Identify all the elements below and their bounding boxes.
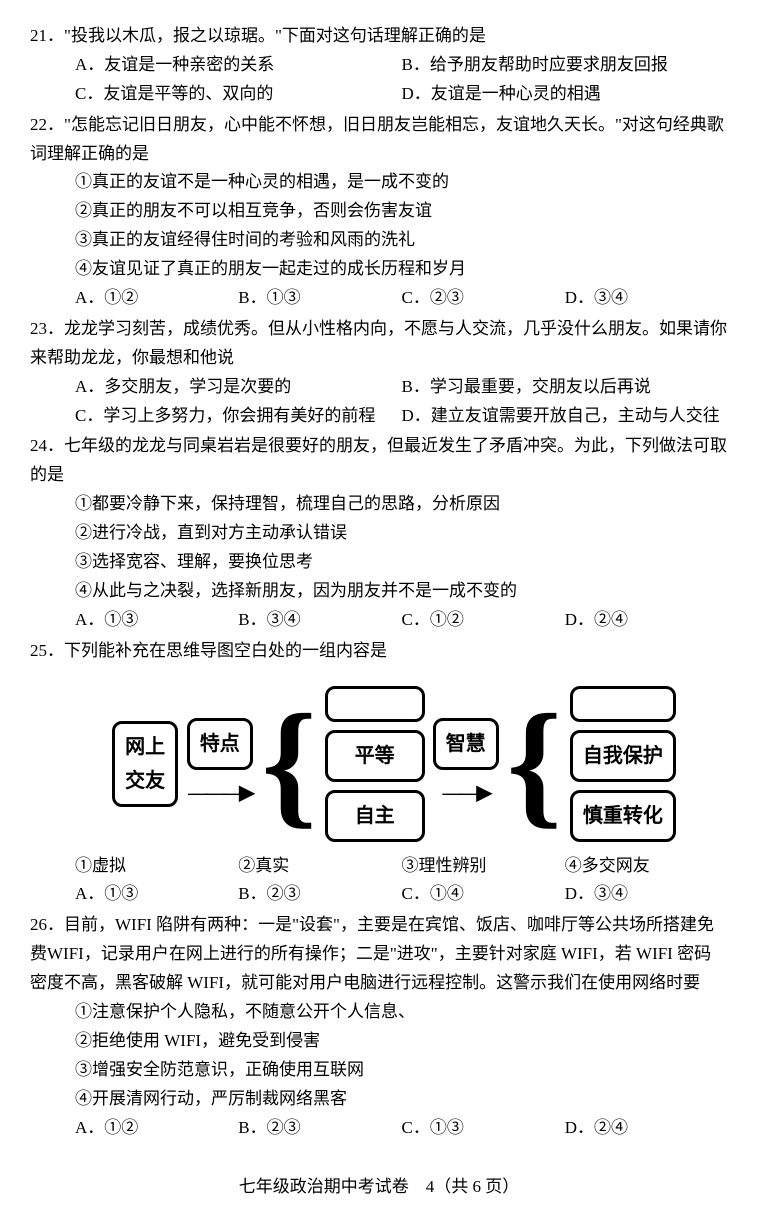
- q24-sub1: ①都要冷静下来，保持理智，梳理自己的思路，分析原因: [30, 490, 728, 519]
- page-footer: 七年级政治期中考试卷 4（共 6 页）: [30, 1173, 728, 1202]
- q22-text: "怎能忘记旧日朋友，心中能不怀想，旧日朋友岂能相忘，友谊地久天长。"对这句经典歌…: [30, 115, 724, 163]
- q26-C[interactable]: C．①③: [402, 1114, 565, 1143]
- q25-text: 下列能补充在思维导图空白处的一组内容是: [64, 641, 387, 660]
- bracket-right-icon: {: [507, 722, 562, 806]
- q25-sub1: ①虚拟: [75, 852, 238, 881]
- q24-D[interactable]: D．②④: [565, 606, 728, 635]
- q25-sub4: ④多交网友: [565, 852, 728, 881]
- q23-D[interactable]: D．建立友谊需要开放自己，主动与人交往: [402, 402, 729, 431]
- diagram-right-stack: 自我保护 慎重转化: [570, 686, 676, 842]
- arrow-icon: ———▶: [186, 776, 253, 810]
- q25-A[interactable]: A．①③: [75, 880, 238, 909]
- q26-sub3: ③增强安全防范意识，正确使用互联网: [30, 1056, 728, 1085]
- q26-stem: 26．目前，WIFI 陷阱有两种：一是"设套"，主要是在宾馆、饭店、咖啡厅等公共…: [30, 911, 728, 998]
- q24-B[interactable]: B．③④: [238, 606, 401, 635]
- q22-options: A．①② B．①③ C．②③ D．③④: [30, 284, 728, 313]
- q25-C[interactable]: C．①④: [402, 880, 565, 909]
- q26-sub2: ②拒绝使用 WIFI，避免受到侵害: [30, 1027, 728, 1056]
- diagram-mid2: 自主: [325, 790, 425, 842]
- q22-num: 22．: [30, 115, 64, 134]
- q25-diagram: 网上 交友 特点 ———▶ { 平等 自主 智慧 ——▶ { 自我保护 慎重转化: [60, 686, 728, 842]
- q24-C[interactable]: C．①②: [402, 606, 565, 635]
- q22-stem: 22．"怎能忘记旧日朋友，心中能不怀想，旧日朋友岂能相忘，友谊地久天长。"对这句…: [30, 111, 728, 169]
- diagram-arrow1-label: 特点: [187, 718, 253, 770]
- q26-sub1: ①注意保护个人隐私，不随意公开个人信息、: [30, 998, 728, 1027]
- diagram-arrow2-label: 智慧: [433, 718, 499, 770]
- diagram-arrow1-col: 特点 ———▶: [186, 718, 253, 810]
- q24-options: A．①③ B．③④ C．①② D．②④: [30, 606, 728, 635]
- q21-num: 21．: [30, 26, 64, 45]
- q24-A[interactable]: A．①③: [75, 606, 238, 635]
- diagram-right-blank: [570, 686, 676, 722]
- diagram-arrow2-col: 智慧 ——▶: [433, 718, 499, 810]
- q24-text: 七年级的龙龙与同桌岩岩是很要好的朋友，但最近发生了矛盾冲突。为此，下列做法可取的…: [30, 436, 727, 484]
- q22-D[interactable]: D．③④: [565, 284, 728, 313]
- q25-B[interactable]: B．②③: [238, 880, 401, 909]
- diagram-mid-blank: [325, 686, 425, 722]
- q25-num: 25．: [30, 641, 64, 660]
- q25-sub2: ②真实: [238, 852, 401, 881]
- q22-C[interactable]: C．②③: [402, 284, 565, 313]
- diagram-left-box: 网上 交友: [112, 721, 178, 807]
- q21-stem: 21．"投我以木瓜，报之以琼琚。"下面对这句话理解正确的是: [30, 22, 728, 51]
- q22-A[interactable]: A．①②: [75, 284, 238, 313]
- q23-B[interactable]: B．学习最重要，交朋友以后再说: [402, 373, 729, 402]
- q21-options: A．友谊是一种亲密的关系 B．给予朋友帮助时应要求朋友回报 C．友谊是平等的、双…: [30, 51, 728, 109]
- q26-options: A．①② B．②③ C．①③ D．②④: [30, 1114, 728, 1143]
- diagram-right2: 慎重转化: [570, 790, 676, 842]
- q22-sub2: ②真正的朋友不可以相互竞争，否则会伤害友谊: [30, 197, 728, 226]
- q21-D[interactable]: D．友谊是一种心灵的相遇: [402, 80, 729, 109]
- q23-A[interactable]: A．多交朋友，学习是次要的: [75, 373, 402, 402]
- q21-text: "投我以木瓜，报之以琼琚。"下面对这句话理解正确的是: [64, 26, 486, 45]
- bracket-left-icon: {: [262, 722, 317, 806]
- q23-C[interactable]: C．学习上多努力，你会拥有美好的前程: [75, 402, 402, 431]
- q22-sub4: ④友谊见证了真正的朋友一起走过的成长历程和岁月: [30, 255, 728, 284]
- q25-sub3: ③理性辨别: [402, 852, 565, 881]
- q23-options: A．多交朋友，学习是次要的 B．学习最重要，交朋友以后再说 C．学习上多努力，你…: [30, 373, 728, 431]
- q23-stem: 23．龙龙学习刻苦，成绩优秀。但从小性格内向，不愿与人交流，几乎没什么朋友。如果…: [30, 315, 728, 373]
- q24-stem: 24．七年级的龙龙与同桌岩岩是很要好的朋友，但最近发生了矛盾冲突。为此，下列做法…: [30, 432, 728, 490]
- q25-D[interactable]: D．③④: [565, 880, 728, 909]
- q24-sub4: ④从此与之决裂，选择新朋友，因为朋友并不是一成不变的: [30, 577, 728, 606]
- q23-text: 龙龙学习刻苦，成绩优秀。但从小性格内向，不愿与人交流，几乎没什么朋友。如果请你来…: [30, 319, 727, 367]
- q25-subs: ①虚拟 ②真实 ③理性辨别 ④多交网友: [30, 852, 728, 881]
- q24-sub2: ②进行冷战，直到对方主动承认错误: [30, 519, 728, 548]
- q26-D[interactable]: D．②④: [565, 1114, 728, 1143]
- q21-A[interactable]: A．友谊是一种亲密的关系: [75, 51, 402, 80]
- arrow-icon-2: ——▶: [440, 776, 490, 810]
- diagram-mid-stack: 平等 自主: [325, 686, 425, 842]
- q26-num: 26．: [30, 915, 64, 934]
- q25-options: A．①③ B．②③ C．①④ D．③④: [30, 880, 728, 909]
- q22-sub1: ①真正的友谊不是一种心灵的相遇，是一成不变的: [30, 168, 728, 197]
- q21-C[interactable]: C．友谊是平等的、双向的: [75, 80, 402, 109]
- q23-num: 23．: [30, 319, 64, 338]
- q26-sub4: ④开展清网行动，严厉制裁网络黑客: [30, 1085, 728, 1114]
- q21-B[interactable]: B．给予朋友帮助时应要求朋友回报: [402, 51, 729, 80]
- q24-sub3: ③选择宽容、理解，要换位思考: [30, 548, 728, 577]
- q25-stem: 25．下列能补充在思维导图空白处的一组内容是: [30, 637, 728, 666]
- q26-A[interactable]: A．①②: [75, 1114, 238, 1143]
- q22-sub3: ③真正的友谊经得住时间的考验和风雨的洗礼: [30, 226, 728, 255]
- q26-text: 目前，WIFI 陷阱有两种：一是"设套"，主要是在宾馆、饭店、咖啡厅等公共场所搭…: [30, 915, 714, 992]
- q22-B[interactable]: B．①③: [238, 284, 401, 313]
- q24-num: 24．: [30, 436, 64, 455]
- q26-B[interactable]: B．②③: [238, 1114, 401, 1143]
- diagram-mid1: 平等: [325, 730, 425, 782]
- diagram-right1: 自我保护: [570, 730, 676, 782]
